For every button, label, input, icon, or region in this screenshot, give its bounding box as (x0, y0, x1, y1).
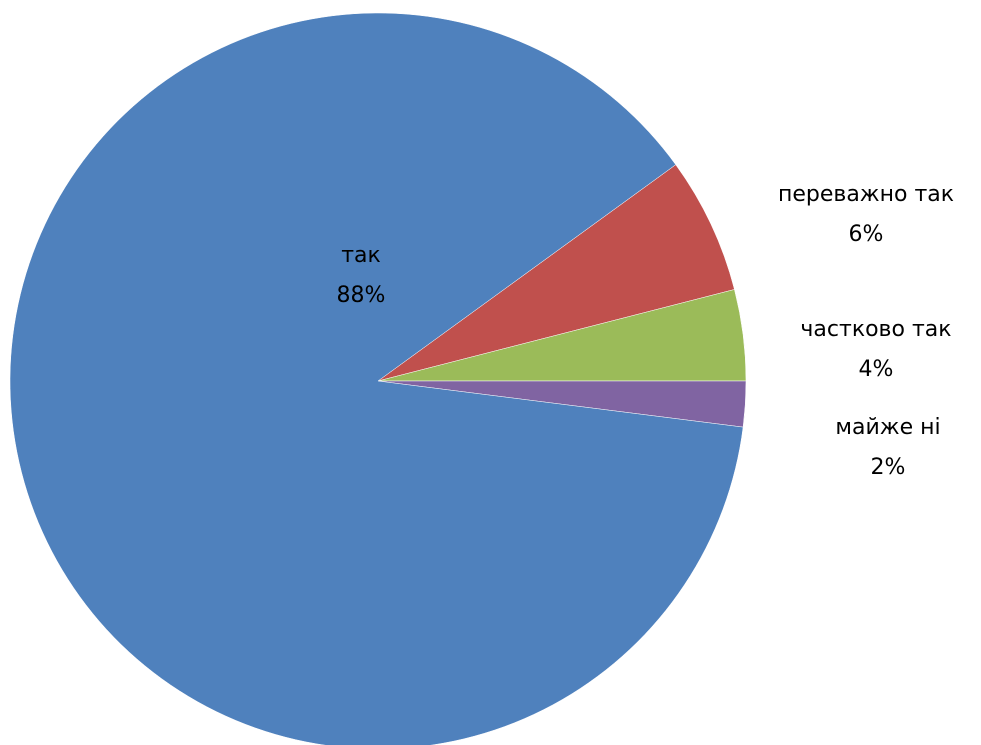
slice-tak (9, 12, 744, 745)
label-maizhe-ni-value: 2% (871, 455, 906, 480)
pie-labels: переважно так 6% частково так 4% майже ні 2% т… (337, 182, 955, 480)
label-chastkovo-tak: частково так 4% (800, 317, 951, 382)
pie-slices (9, 12, 747, 745)
label-chastkovo-tak-value: 4% (859, 357, 894, 382)
label-chastkovo-tak-category: частково так (800, 317, 951, 342)
label-perevazhno-tak-category: переважно так (778, 182, 954, 207)
label-tak: так 88% (337, 243, 386, 308)
label-maizhe-ni-category: майже ні (835, 415, 940, 440)
label-perevazhno-tak-value: 6% (849, 222, 884, 247)
label-maizhe-ni: майже ні 2% (835, 415, 940, 480)
label-tak-category: так (341, 243, 381, 268)
slice-perevazhno-tak (377, 164, 735, 382)
label-perevazhno-tak: переважно так 6% (778, 182, 954, 247)
label-tak-value: 88% (337, 283, 386, 308)
